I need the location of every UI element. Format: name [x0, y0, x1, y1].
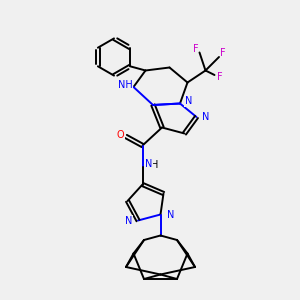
Text: NH: NH	[118, 80, 133, 90]
Text: F: F	[220, 48, 225, 58]
Text: N: N	[124, 216, 132, 226]
Text: N: N	[145, 159, 152, 169]
Text: O: O	[117, 130, 124, 140]
Text: N: N	[185, 96, 193, 106]
Text: F: F	[193, 44, 199, 54]
Text: H: H	[151, 160, 158, 170]
Text: N: N	[202, 112, 209, 122]
Text: N: N	[167, 210, 174, 220]
Text: F: F	[217, 71, 223, 82]
